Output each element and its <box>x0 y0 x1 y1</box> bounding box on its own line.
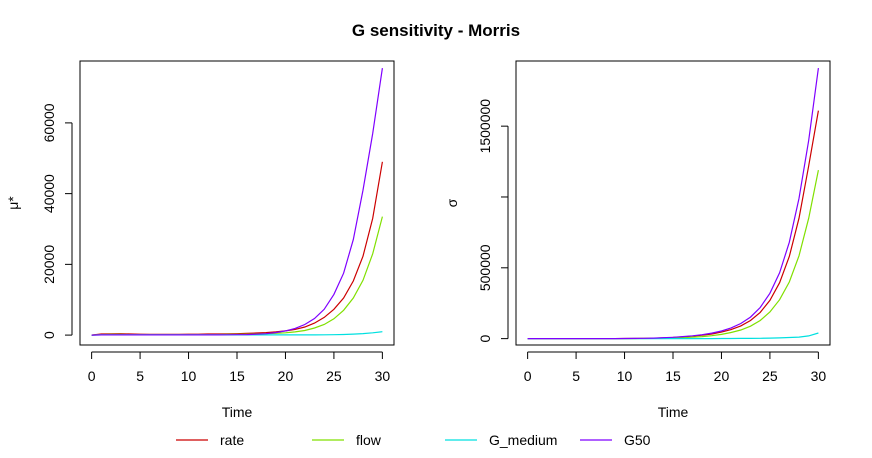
x-axis-label: Time <box>658 404 689 420</box>
x-tick-label: 20 <box>278 368 294 384</box>
series-line-g50 <box>91 68 383 336</box>
legend-label: rate <box>220 432 244 448</box>
y-axis-label: μ* <box>5 196 21 210</box>
series-line-rate <box>91 161 383 336</box>
x-tick-label: 0 <box>88 368 96 384</box>
series-line-flow <box>91 216 383 336</box>
y-tick-label: 60000 <box>41 103 57 142</box>
x-tick-label: 5 <box>572 368 580 384</box>
series-line-g50 <box>527 68 819 340</box>
y-tick-label: 40000 <box>41 174 57 213</box>
y-tick-label: 0 <box>41 331 57 339</box>
x-tick-label: 0 <box>524 368 532 384</box>
legend-label: G_medium <box>489 432 557 448</box>
x-tick-label: 25 <box>762 368 778 384</box>
x-tick-label: 15 <box>229 368 245 384</box>
series-line-flow <box>527 169 819 340</box>
x-tick-label: 5 <box>136 368 144 384</box>
x-tick-label: 15 <box>665 368 681 384</box>
x-tick-label: 25 <box>326 368 342 384</box>
x-tick-label: 30 <box>375 368 391 384</box>
legend-label: flow <box>356 432 382 448</box>
plot-frame <box>79 60 395 346</box>
plot-frame <box>515 60 831 346</box>
legend: rate flow G_medium G50 <box>176 432 651 448</box>
x-tick-label: 10 <box>181 368 197 384</box>
y-axis-label: σ <box>444 198 460 207</box>
sigma-panel: 0 5 10 15 20 25 30 0 500000 1500000 Time σ <box>444 60 831 420</box>
x-axis-label: Time <box>222 404 253 420</box>
x-tick-label: 20 <box>714 368 730 384</box>
y-tick-label: 500000 <box>477 244 493 291</box>
y-tick-label: 0 <box>477 335 493 343</box>
series-line-rate <box>527 110 819 340</box>
x-tick-label: 30 <box>811 368 827 384</box>
legend-label: G50 <box>624 432 651 448</box>
x-tick-label: 10 <box>617 368 633 384</box>
chart-title: G sensitivity - Morris <box>352 21 520 40</box>
y-tick-label: 1500000 <box>477 99 493 154</box>
y-tick-label: 20000 <box>41 245 57 284</box>
mu-star-panel: 0 5 10 15 20 25 30 0 20000 40000 60000 Time μ* <box>5 60 395 420</box>
